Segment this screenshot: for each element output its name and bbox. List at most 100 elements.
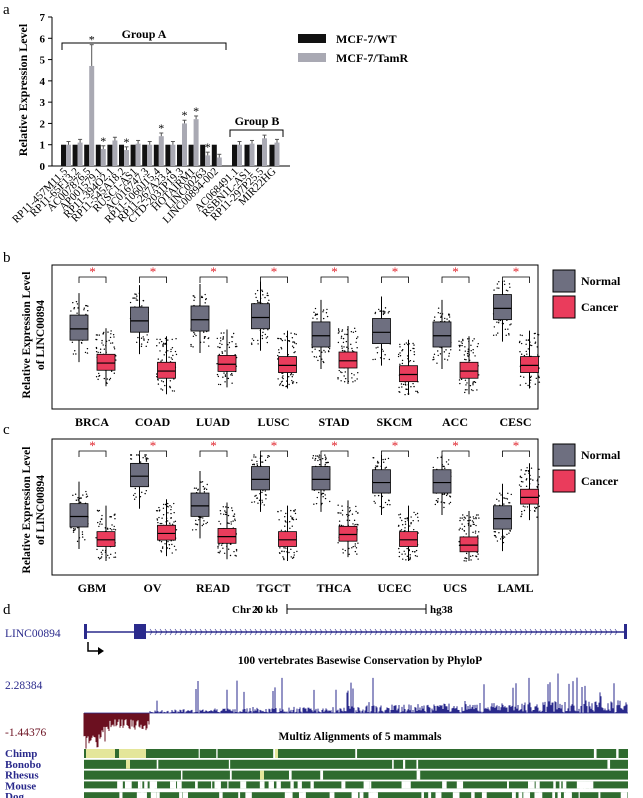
cancer-point: [292, 510, 295, 512]
cancer-point: [467, 524, 470, 526]
cancer-box: [520, 356, 539, 373]
gene-label: LINC00894: [5, 628, 61, 640]
alignment-gap: [401, 781, 406, 789]
cancer-point: [295, 382, 298, 384]
cancer-point: [467, 519, 469, 522]
cancer-point: [342, 341, 345, 344]
cancer-point: [347, 380, 350, 383]
gene-chevron: [324, 628, 328, 636]
cancer-box: [278, 356, 297, 373]
normal-point: [261, 501, 264, 503]
cancer-point: [293, 333, 296, 335]
cancer-point: [461, 523, 463, 525]
gene-chevron: [239, 628, 243, 636]
normal-point: [142, 336, 144, 338]
normal-point: [139, 461, 142, 463]
cancer-point: [408, 343, 410, 345]
alignment-gap: [428, 792, 432, 798]
normal-point: [502, 497, 504, 499]
normal-point: [383, 358, 385, 360]
cancer-point: [173, 390, 176, 392]
cancer-point: [469, 359, 471, 361]
category-label: GBM: [78, 581, 107, 595]
cancer-point: [472, 348, 474, 351]
cancer-point: [409, 349, 412, 352]
normal-point: [324, 456, 327, 458]
cancer-point: [295, 518, 298, 521]
normal-point: [381, 495, 384, 498]
cancer-point: [340, 524, 343, 527]
cancer-point: [343, 350, 345, 352]
legend-label-wt: MCF-7/WT: [336, 32, 397, 46]
cancer-point: [348, 510, 351, 513]
normal-point: [440, 315, 442, 317]
gene-chevron: [369, 628, 373, 636]
cancer-point: [97, 351, 99, 354]
normal-point: [324, 494, 326, 496]
normal-point: [327, 350, 330, 352]
normal-point: [314, 307, 317, 310]
cancer-point: [226, 545, 228, 548]
cancer-point: [226, 372, 228, 374]
normal-point: [383, 310, 385, 312]
cancer-point: [468, 354, 471, 356]
normal-point: [145, 460, 148, 462]
cancer-point: [235, 555, 237, 557]
cancer-point: [351, 372, 353, 375]
normal-point: [384, 467, 386, 469]
cancer-point: [160, 380, 163, 382]
cancer-point: [467, 523, 470, 525]
significance-star: *: [331, 438, 338, 453]
scale-label: 20 kb: [252, 604, 278, 616]
cancer-point: [478, 374, 480, 376]
normal-point: [192, 335, 195, 338]
alignment-gap: [435, 792, 440, 798]
normal-point: [436, 362, 438, 364]
cancer-point: [223, 332, 225, 334]
normal-point: [493, 289, 495, 291]
normal-point: [318, 491, 320, 494]
cancer-point: [173, 378, 175, 380]
cancer-point: [232, 515, 235, 517]
gene-chevron: [534, 628, 538, 636]
cancer-point: [529, 483, 531, 485]
normal-point: [437, 500, 439, 502]
cancer-point: [477, 514, 479, 516]
normal-point: [129, 301, 132, 304]
normal-point: [261, 289, 263, 291]
alignment-gap: [471, 792, 475, 798]
alignment-gap: [119, 792, 123, 798]
normal-point: [196, 523, 198, 526]
normal-point: [252, 339, 255, 342]
cancer-point: [401, 362, 404, 365]
cancer-point: [109, 527, 112, 530]
cancer-point: [174, 350, 177, 353]
cancer-point: [347, 515, 349, 518]
normal-point: [255, 296, 257, 299]
normal-point: [448, 314, 451, 316]
normal-box: [251, 303, 270, 330]
gene-chevron: [204, 628, 208, 636]
normal-point: [81, 533, 84, 536]
cancer-point: [467, 355, 469, 357]
cancer-point: [166, 520, 169, 522]
cancer-point: [472, 389, 474, 392]
cancer-point: [109, 336, 112, 339]
cancer-point: [106, 378, 109, 380]
normal-point: [318, 350, 321, 352]
normal-point: [320, 493, 323, 496]
normal-point: [439, 353, 442, 355]
cancer-point: [222, 336, 225, 338]
cancer-point: [348, 547, 350, 550]
cancer-point: [162, 342, 165, 345]
alignment-unconserved: [260, 770, 264, 780]
normal-point: [72, 529, 75, 532]
alignment-gap: [373, 792, 377, 798]
normal-point: [205, 522, 207, 525]
normal-point: [132, 494, 135, 497]
panel-b-ylabel-line1: Relative Expression Level: [21, 272, 33, 399]
cancer-point: [461, 344, 463, 347]
cancer-point: [538, 495, 540, 497]
cancer-point: [525, 382, 527, 385]
gene-chevron: [349, 628, 353, 636]
